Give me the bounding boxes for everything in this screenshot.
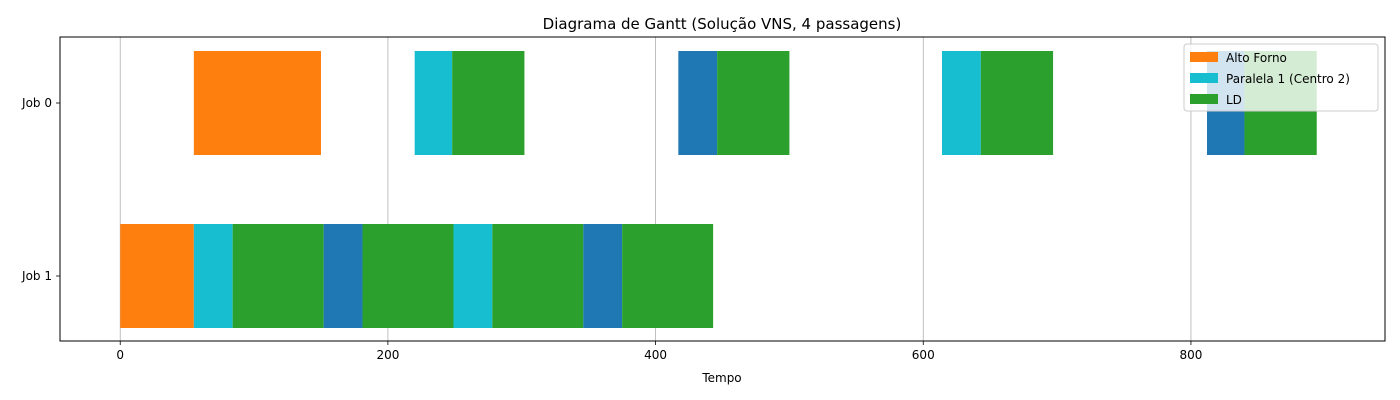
legend-label: Alto Forno bbox=[1226, 51, 1287, 65]
task-bar bbox=[414, 51, 453, 155]
task-bars bbox=[120, 51, 1317, 328]
task-bar bbox=[232, 224, 324, 328]
x-tick-label: 0 bbox=[116, 348, 124, 362]
task-bar bbox=[622, 224, 714, 328]
x-tick-label: 600 bbox=[912, 348, 935, 362]
task-bar bbox=[583, 224, 623, 328]
plot-frame bbox=[59, 36, 1386, 342]
chart-title: Diagrama de Gantt (Solução VNS, 4 passag… bbox=[543, 15, 902, 33]
x-tick-label: 800 bbox=[1179, 348, 1202, 362]
task-bar bbox=[362, 224, 454, 328]
legend: Alto Forno Paralela 1 (Centro 2) LD bbox=[1183, 43, 1379, 112]
task-bar bbox=[678, 51, 718, 155]
task-bar bbox=[323, 224, 363, 328]
legend-label: LD bbox=[1226, 93, 1242, 107]
x-axis: 0 200 400 600 800 bbox=[116, 341, 1202, 362]
legend-swatch bbox=[1190, 73, 1218, 83]
x-tick-label: 400 bbox=[644, 348, 667, 362]
legend-swatch bbox=[1190, 52, 1218, 62]
task-bar bbox=[717, 51, 790, 155]
task-bar bbox=[120, 224, 194, 328]
x-tick-label: 200 bbox=[376, 348, 399, 362]
legend-box bbox=[1183, 43, 1379, 112]
y-axis: Job 0 Job 1 bbox=[21, 96, 60, 283]
task-bar bbox=[980, 51, 1054, 155]
legend-label: Paralela 1 (Centro 2) bbox=[1226, 72, 1350, 86]
task-bar bbox=[452, 51, 525, 155]
y-tick-label: Job 0 bbox=[21, 96, 52, 110]
y-tick-label: Job 1 bbox=[21, 269, 52, 283]
task-bar bbox=[193, 51, 321, 155]
task-bar bbox=[453, 224, 493, 328]
legend-swatch bbox=[1190, 94, 1218, 104]
task-bar bbox=[941, 51, 981, 155]
task-bar bbox=[492, 224, 584, 328]
task-bar bbox=[193, 224, 233, 328]
x-axis-label: Tempo bbox=[701, 371, 741, 385]
